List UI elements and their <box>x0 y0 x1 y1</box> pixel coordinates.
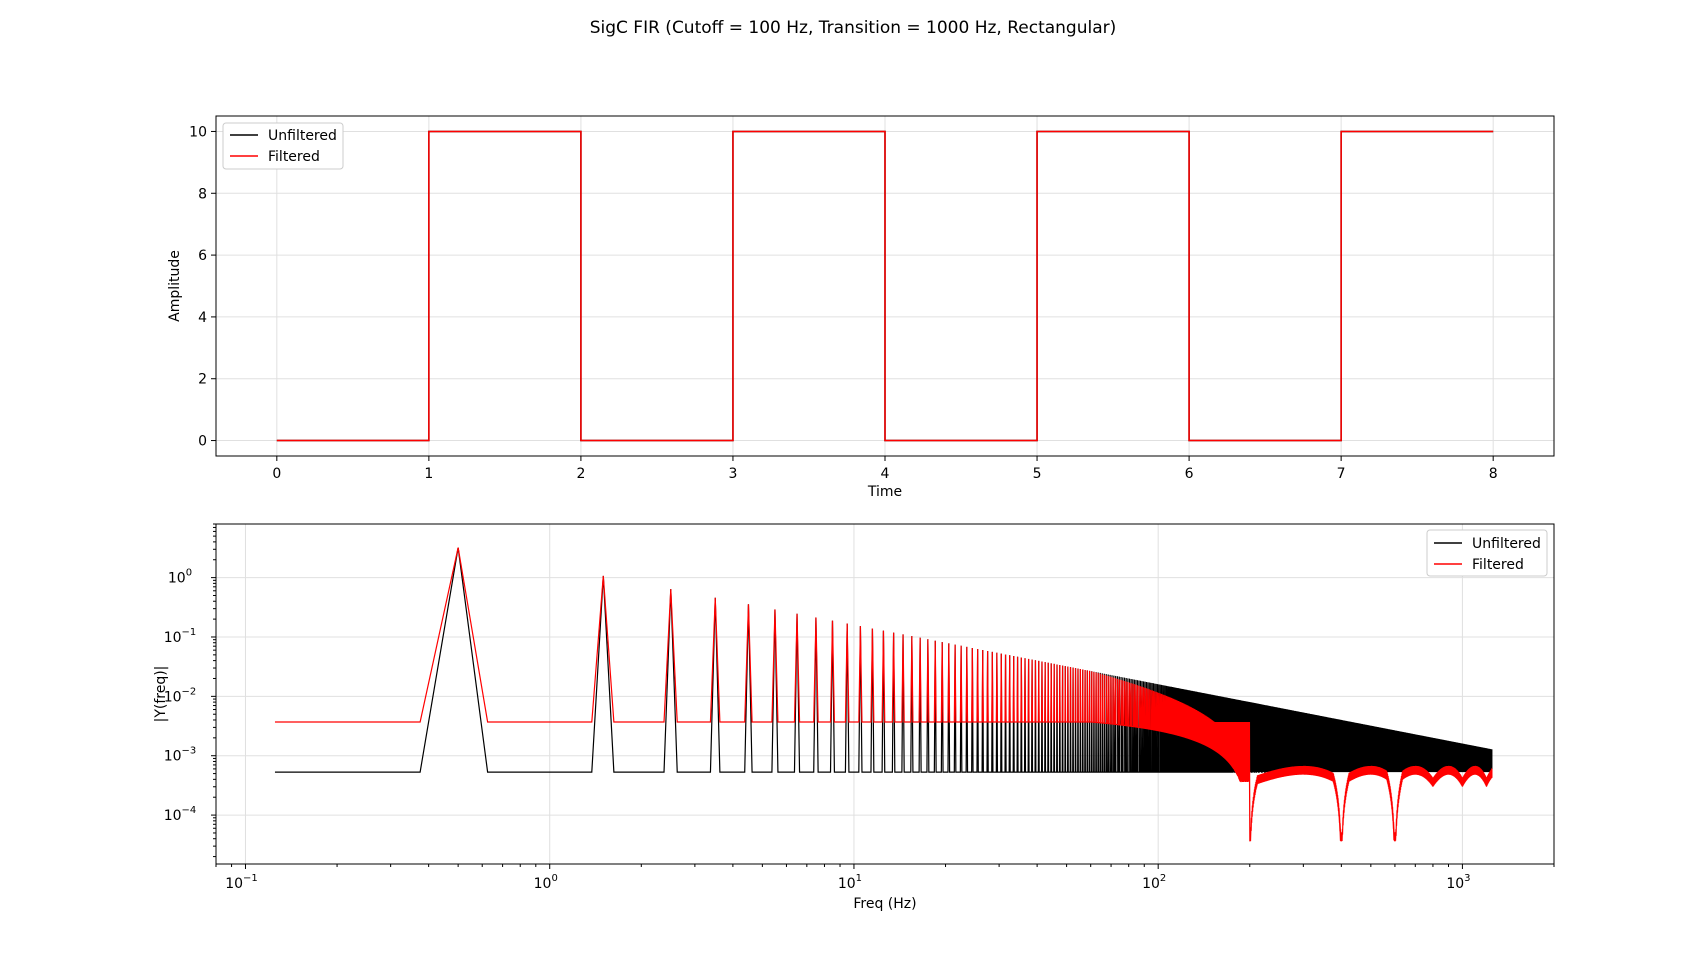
freq-y-tick-exp: −2 <box>182 686 197 697</box>
time-x-tick-label: 2 <box>576 466 585 482</box>
time-y-tick-label: 8 <box>198 186 207 202</box>
freq-x-tick-label: 10−1 <box>225 873 258 892</box>
time-x-tick-label: 4 <box>881 466 890 482</box>
freq-y-tick-base: 10 <box>164 630 182 646</box>
freq-x-tick-label: 101 <box>838 873 862 892</box>
freq-legend: Unfiltered Filtered <box>1426 529 1548 577</box>
freq-series-filtered <box>274 547 1493 842</box>
freq-x-tick-base: 10 <box>534 876 552 892</box>
freq-legend-unfiltered-label: Unfiltered <box>1472 536 1541 552</box>
freq-y-tick-exp: 0 <box>186 568 192 579</box>
time-x-tick-label: 0 <box>272 466 281 482</box>
freq-x-tick-label: 100 <box>534 873 558 892</box>
time-x-tick-label: 3 <box>728 466 737 482</box>
time-ticks: 0 1 2 3 4 5 6 7 8 0 2 4 6 8 10 <box>189 124 1497 482</box>
freq-axes-frame <box>215 523 1555 865</box>
freq-x-tick-base: 10 <box>225 876 243 892</box>
freq-y-tick-base: 10 <box>164 808 182 824</box>
time-domain-plot: 0 1 2 3 4 5 6 7 8 0 2 4 6 8 10 Time Amplitude Unfilter… <box>167 115 1555 500</box>
freq-x-tick-base: 10 <box>1142 876 1160 892</box>
freq-y-axis-label: |Y(freq)| <box>153 666 169 723</box>
freq-x-tick-label: 103 <box>1446 873 1470 892</box>
freq-y-tick-base: 10 <box>164 749 182 765</box>
time-y-tick-label: 4 <box>198 310 207 326</box>
time-x-tick-label: 8 <box>1489 466 1498 482</box>
freq-x-tick-label: 102 <box>1142 873 1166 892</box>
time-y-axis-label: Amplitude <box>167 250 183 322</box>
freq-grid <box>216 524 1554 864</box>
freq-y-tick-label: 10−4 <box>164 805 197 824</box>
freq-y-tick-exp: −3 <box>182 746 197 757</box>
time-x-tick-label: 6 <box>1185 466 1194 482</box>
freq-x-tick-base: 10 <box>1446 876 1464 892</box>
freq-x-axis-label: Freq (Hz) <box>853 896 916 912</box>
freq-y-tick-label: 100 <box>168 568 192 587</box>
time-legend: Unfiltered Filtered <box>222 122 344 170</box>
freq-x-tick-base: 10 <box>838 876 856 892</box>
time-x-tick-label: 7 <box>1337 466 1346 482</box>
freq-y-tick-exp: −1 <box>182 627 197 638</box>
freq-series-lines <box>274 547 1493 842</box>
time-series-lines <box>276 130 1494 442</box>
freq-x-tick-exp: 0 <box>551 873 557 884</box>
time-y-tick-label: 10 <box>189 124 207 140</box>
freq-y-tick-label: 10−3 <box>164 746 197 765</box>
time-x-tick-label: 1 <box>424 466 433 482</box>
time-legend-filtered-label: Filtered <box>268 149 320 165</box>
freq-y-tick-exp: −4 <box>182 805 197 816</box>
freq-x-tick-exp: −1 <box>243 873 258 884</box>
time-x-tick-label: 5 <box>1033 466 1042 482</box>
time-series-filtered <box>276 130 1494 442</box>
time-y-tick-label: 6 <box>198 248 207 264</box>
time-y-tick-label: 2 <box>198 372 207 388</box>
freq-y-tick-base: 10 <box>164 689 182 705</box>
freq-y-tick-base: 10 <box>168 571 186 587</box>
time-x-axis-label: Time <box>867 484 902 500</box>
freq-y-tick-label: 10−2 <box>164 686 197 705</box>
figure-title: SigC FIR (Cutoff = 100 Hz, Transition = … <box>590 18 1117 38</box>
freq-x-tick-exp: 3 <box>1464 873 1470 884</box>
freq-x-tick-exp: 2 <box>1160 873 1166 884</box>
time-legend-unfiltered-label: Unfiltered <box>268 128 337 144</box>
freq-y-tick-label: 10−1 <box>164 627 197 646</box>
freq-legend-filtered-label: Filtered <box>1472 557 1524 573</box>
freq-x-tick-exp: 1 <box>856 873 862 884</box>
time-y-tick-label: 0 <box>198 434 207 450</box>
